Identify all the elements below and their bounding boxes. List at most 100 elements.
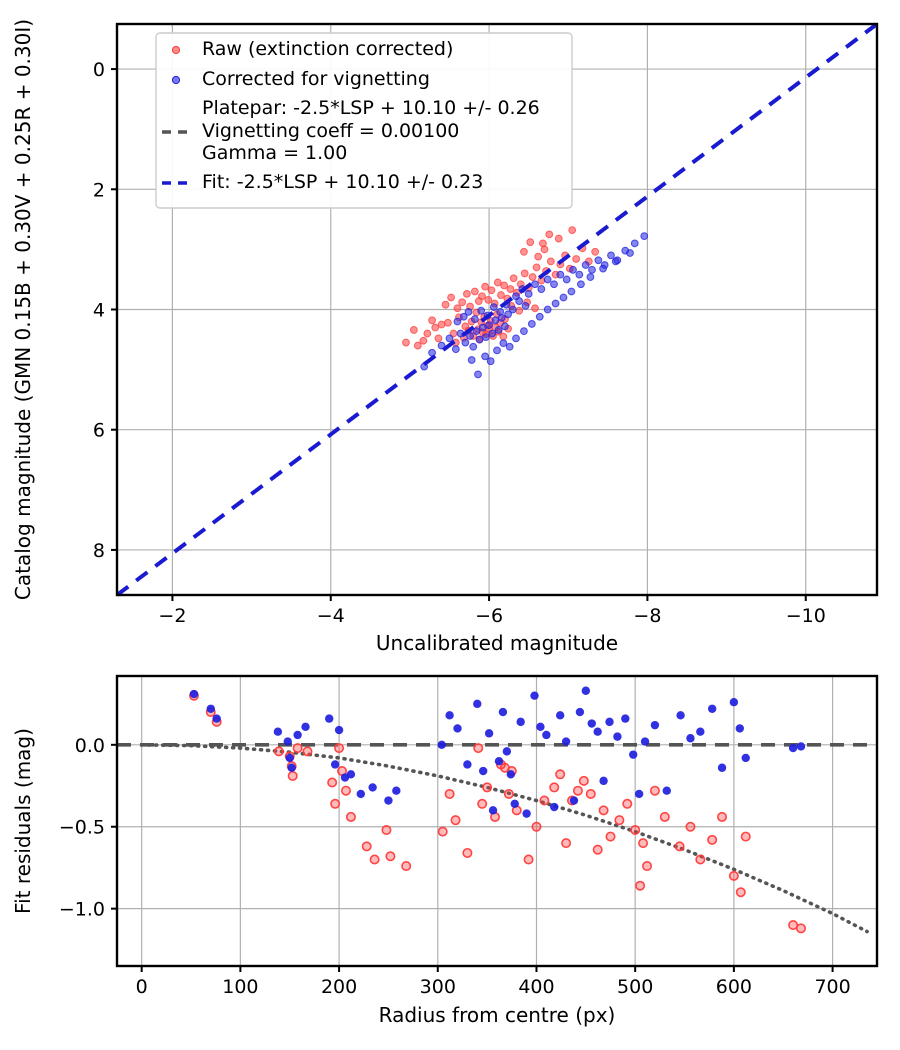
bottom-raw-point bbox=[327, 777, 338, 788]
top-corrected-point bbox=[607, 251, 615, 260]
bottom-raw-point bbox=[622, 798, 633, 809]
bottom-corrected-point bbox=[650, 720, 660, 730]
bottom-raw-point bbox=[585, 788, 596, 799]
legend-entry-3[interactable]: Vignetting coeff = 0.00100 bbox=[162, 120, 459, 142]
bottom-corrected-point bbox=[445, 711, 454, 720]
top-raw-point bbox=[437, 320, 446, 329]
top-raw-point bbox=[463, 289, 471, 298]
legend-entry-1[interactable]: Corrected for vignetting bbox=[171, 68, 430, 90]
bottom-corrected-point bbox=[330, 760, 340, 769]
bottom-yaxis-label: Fit residuals (mag) bbox=[11, 728, 35, 914]
top-corrected-point bbox=[451, 345, 460, 354]
legend-entry-5[interactable]: Fit: -2.5*LSP + 10.10 +/- 0.23 bbox=[162, 171, 483, 193]
top-panel-photometric-calibration: −2 −4 −6 −8 −10 0 2 4 6 8 Uncalibrated magnitude Ca… bbox=[11, 19, 879, 655]
top-raw-point bbox=[499, 332, 508, 341]
bottom-corrected-point bbox=[510, 799, 519, 808]
top-corrected-point bbox=[478, 323, 487, 332]
bottom-xtick-label-5: 500 bbox=[617, 976, 653, 998]
bottom-raw-point bbox=[649, 785, 660, 796]
bottom-corrected-series-corrected-for-vignetting bbox=[189, 686, 806, 818]
bottom-xaxis-label: Radius from centre (px) bbox=[379, 1003, 616, 1027]
top-corrected-point bbox=[531, 280, 539, 289]
bottom-raw-point bbox=[401, 861, 412, 872]
bottom-raw-point bbox=[302, 746, 313, 757]
top-corrected-point bbox=[475, 335, 484, 344]
top-raw-point bbox=[470, 287, 479, 296]
bottom-raw-point bbox=[740, 831, 751, 842]
top-ytick-label-4: 8 bbox=[93, 540, 105, 562]
bottom-raw-point bbox=[345, 811, 356, 822]
bottom-corrected-point bbox=[536, 722, 545, 731]
bottom-corrected-point bbox=[384, 796, 393, 805]
bottom-raw-point bbox=[707, 834, 718, 845]
legend-entry-4[interactable]: Gamma = 1.00 bbox=[202, 142, 347, 164]
top-corrected-point bbox=[488, 329, 497, 338]
bottom-corrected-point bbox=[629, 750, 638, 759]
bottom-raw-point bbox=[592, 844, 603, 855]
bottom-raw-point bbox=[531, 821, 542, 832]
top-corrected-point bbox=[501, 322, 509, 331]
bottom-corrected-point bbox=[542, 730, 551, 740]
top-corrected-point bbox=[512, 334, 520, 343]
bottom-corrected-point bbox=[729, 698, 739, 707]
top-corrected-point bbox=[445, 334, 454, 343]
bottom-raw-point bbox=[539, 795, 550, 806]
top-corrected-point bbox=[537, 285, 546, 293]
top-corrected-point bbox=[481, 352, 490, 361]
bottom-corrected-point bbox=[707, 704, 717, 713]
bottom-raw-point bbox=[523, 854, 534, 865]
top-raw-point bbox=[478, 292, 486, 301]
top-raw-point bbox=[428, 316, 436, 325]
top-corrected-point bbox=[594, 256, 603, 265]
bottom-corrected-point bbox=[273, 727, 283, 736]
bottom-raw-point bbox=[473, 743, 484, 754]
top-raw-point bbox=[481, 282, 490, 291]
bottom-corrected-point bbox=[587, 719, 596, 728]
bottom-corrected-point bbox=[516, 717, 525, 727]
bottom-raw-point bbox=[385, 851, 396, 862]
legend-label-1: Corrected for vignetting bbox=[202, 68, 430, 90]
bottom-corrected-point bbox=[640, 737, 650, 746]
bottom-corrected-point bbox=[478, 766, 488, 776]
legend-entry-0[interactable]: Raw (extinction corrected) bbox=[171, 38, 453, 60]
bottom-corrected-point bbox=[206, 704, 215, 713]
top-corrected-point bbox=[472, 327, 481, 336]
top-raw-point bbox=[444, 318, 452, 327]
legend-label-2: Platepar: -2.5*LSP + 10.10 +/- 0.26 bbox=[202, 97, 540, 119]
top-corrected-point bbox=[543, 305, 552, 314]
top-corrected-point bbox=[562, 275, 571, 284]
bottom-corrected-point bbox=[392, 786, 401, 795]
bottom-corrected-point bbox=[696, 727, 705, 736]
bottom-raw-point bbox=[292, 743, 303, 754]
bottom-corrected-point bbox=[346, 770, 356, 779]
top-corrected-point bbox=[508, 305, 517, 314]
bottom-corrected-point bbox=[368, 783, 377, 792]
top-corrected-point bbox=[494, 326, 503, 334]
top-corrected-point bbox=[504, 310, 512, 319]
bottom-raw-point bbox=[695, 854, 706, 865]
top-ytick-label-2: 4 bbox=[93, 300, 105, 322]
top-corrected-point bbox=[464, 308, 473, 316]
legend-entry-2[interactable]: Platepar: -2.5*LSP + 10.10 +/- 0.26 bbox=[202, 97, 540, 119]
top-raw-point bbox=[546, 257, 555, 266]
top-raw-point bbox=[453, 304, 462, 313]
bottom-corrected-point bbox=[334, 725, 344, 735]
top-xtick-label-1: −4 bbox=[317, 605, 345, 627]
top-raw-point bbox=[545, 230, 554, 239]
top-raw-point bbox=[520, 269, 529, 278]
bottom-corrected-point bbox=[463, 760, 472, 769]
bottom-corrected-point bbox=[599, 776, 608, 786]
top-raw-point bbox=[423, 329, 432, 338]
top-raw-point bbox=[526, 238, 535, 247]
bottom-xtick-label-3: 300 bbox=[420, 976, 456, 998]
bottom-corrected-point bbox=[593, 727, 602, 736]
top-xtick-label-4: −10 bbox=[786, 605, 826, 627]
bottom-raw-point bbox=[685, 821, 696, 832]
bottom-corrected-point bbox=[285, 753, 294, 763]
top-raw-point bbox=[409, 326, 418, 334]
top-corrected-point bbox=[577, 280, 585, 289]
legend-box bbox=[155, 32, 573, 209]
bottom-corrected-point bbox=[484, 729, 494, 738]
bottom-corrected-point bbox=[522, 809, 531, 818]
